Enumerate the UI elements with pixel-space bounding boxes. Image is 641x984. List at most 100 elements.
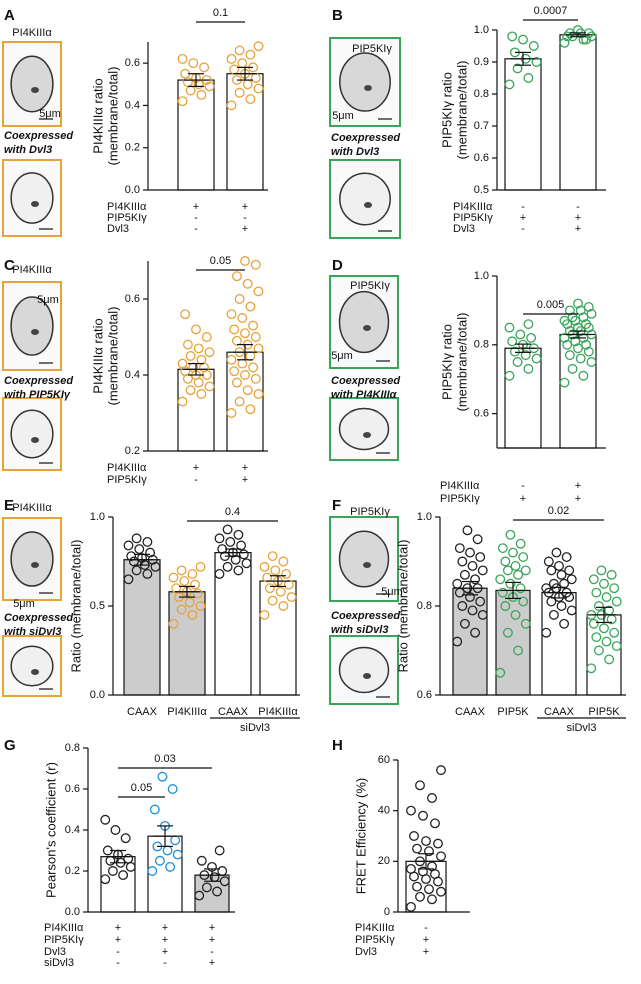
data-point <box>250 373 261 384</box>
data-point <box>477 565 488 576</box>
condition-sign: - <box>521 223 525 235</box>
data-point <box>583 346 594 357</box>
y-tick-label: 0.5 <box>474 184 489 196</box>
data-point <box>123 540 134 551</box>
bar <box>541 592 577 696</box>
significance-label: 0.02 <box>548 505 569 517</box>
data-point <box>278 556 289 567</box>
condition-sign: - <box>163 957 167 969</box>
y-tick-label: 0.0 <box>125 184 140 196</box>
significance-label: 0.1 <box>213 7 228 19</box>
cell-spot <box>31 201 39 207</box>
data-point <box>567 363 578 374</box>
data-point <box>226 53 237 64</box>
data-point <box>502 627 513 638</box>
data-point <box>253 343 264 354</box>
y-tick-label: 0.2 <box>125 445 140 457</box>
condition-name: PI4KIIIα <box>355 922 395 934</box>
data-point <box>231 377 242 388</box>
group-label: siDvl3 <box>240 722 270 734</box>
cell-spot <box>31 437 39 443</box>
data-point <box>234 396 245 407</box>
data-point <box>406 805 416 816</box>
data-point <box>609 627 620 638</box>
data-point <box>561 552 572 563</box>
data-point <box>123 574 134 585</box>
data-point <box>507 336 518 347</box>
data-point <box>195 601 206 611</box>
data-point <box>418 866 428 877</box>
data-point <box>234 294 245 304</box>
data-point <box>182 77 193 88</box>
data-point <box>412 881 422 892</box>
data-point <box>459 618 470 629</box>
y-tick-label: 1.0 <box>417 511 432 523</box>
data-point <box>510 561 521 571</box>
data-point <box>541 627 552 638</box>
y-tick-label: 1.0 <box>474 24 489 36</box>
condition-sign: + <box>162 922 168 934</box>
data-point <box>523 363 534 374</box>
y-tick-label: 0.5 <box>90 600 105 612</box>
data-point <box>110 825 121 835</box>
bar <box>226 73 264 191</box>
data-point <box>204 347 215 358</box>
condition-sign: + <box>193 462 199 474</box>
data-point <box>191 324 201 335</box>
cell-spot <box>31 329 39 335</box>
data-point <box>259 561 270 572</box>
x-tick-label: PI4KIIIα <box>258 706 298 718</box>
data-point <box>236 540 247 551</box>
data-point <box>204 381 215 392</box>
image-caption: with siDvl3 <box>331 624 388 636</box>
condition-name: PIP5KIγ <box>440 493 480 505</box>
data-point <box>100 874 111 885</box>
x-tick-label: CAAX <box>127 706 158 718</box>
data-point <box>528 41 539 51</box>
condition-name: PI4KIIIα <box>440 480 480 492</box>
data-point <box>238 549 249 560</box>
data-point <box>459 569 470 580</box>
y-tick-label: 1.0 <box>90 511 105 523</box>
image-caption: with Dvl3 <box>331 146 379 158</box>
data-point <box>566 574 577 585</box>
condition-sign: + <box>115 934 121 946</box>
bar <box>559 333 597 449</box>
data-point <box>225 536 236 547</box>
y-axis-label: (membrane/total) <box>105 67 120 166</box>
data-point <box>253 286 264 297</box>
data-point <box>578 370 589 381</box>
image-title: PIP5KIγ <box>350 506 390 518</box>
bar <box>123 559 161 696</box>
data-point <box>523 319 534 330</box>
condition-sign: + <box>209 934 215 946</box>
data-point <box>531 57 542 67</box>
condition-sign: + <box>209 922 215 934</box>
condition-sign: - <box>243 212 247 224</box>
data-point <box>591 587 602 598</box>
data-point <box>248 362 259 373</box>
data-point <box>436 851 446 862</box>
data-point <box>508 547 518 558</box>
bar <box>100 856 136 913</box>
cell <box>10 55 54 113</box>
data-point <box>168 572 179 583</box>
data-point <box>245 301 256 312</box>
data-point <box>128 556 139 567</box>
data-point <box>131 533 142 544</box>
data-point <box>475 596 486 607</box>
bar <box>504 58 542 191</box>
data-point <box>415 780 425 791</box>
cell-spot <box>364 202 372 208</box>
data-point <box>270 565 281 576</box>
condition-name: PI4KIIIα <box>107 462 147 474</box>
data-point <box>604 654 615 665</box>
significance-label: 0.03 <box>154 753 175 765</box>
data-point <box>196 389 207 399</box>
data-point <box>171 583 182 594</box>
data-point <box>586 357 597 367</box>
condition-sign: - <box>210 946 214 958</box>
data-point <box>510 609 521 620</box>
image-caption: Coexpressed <box>331 375 400 387</box>
